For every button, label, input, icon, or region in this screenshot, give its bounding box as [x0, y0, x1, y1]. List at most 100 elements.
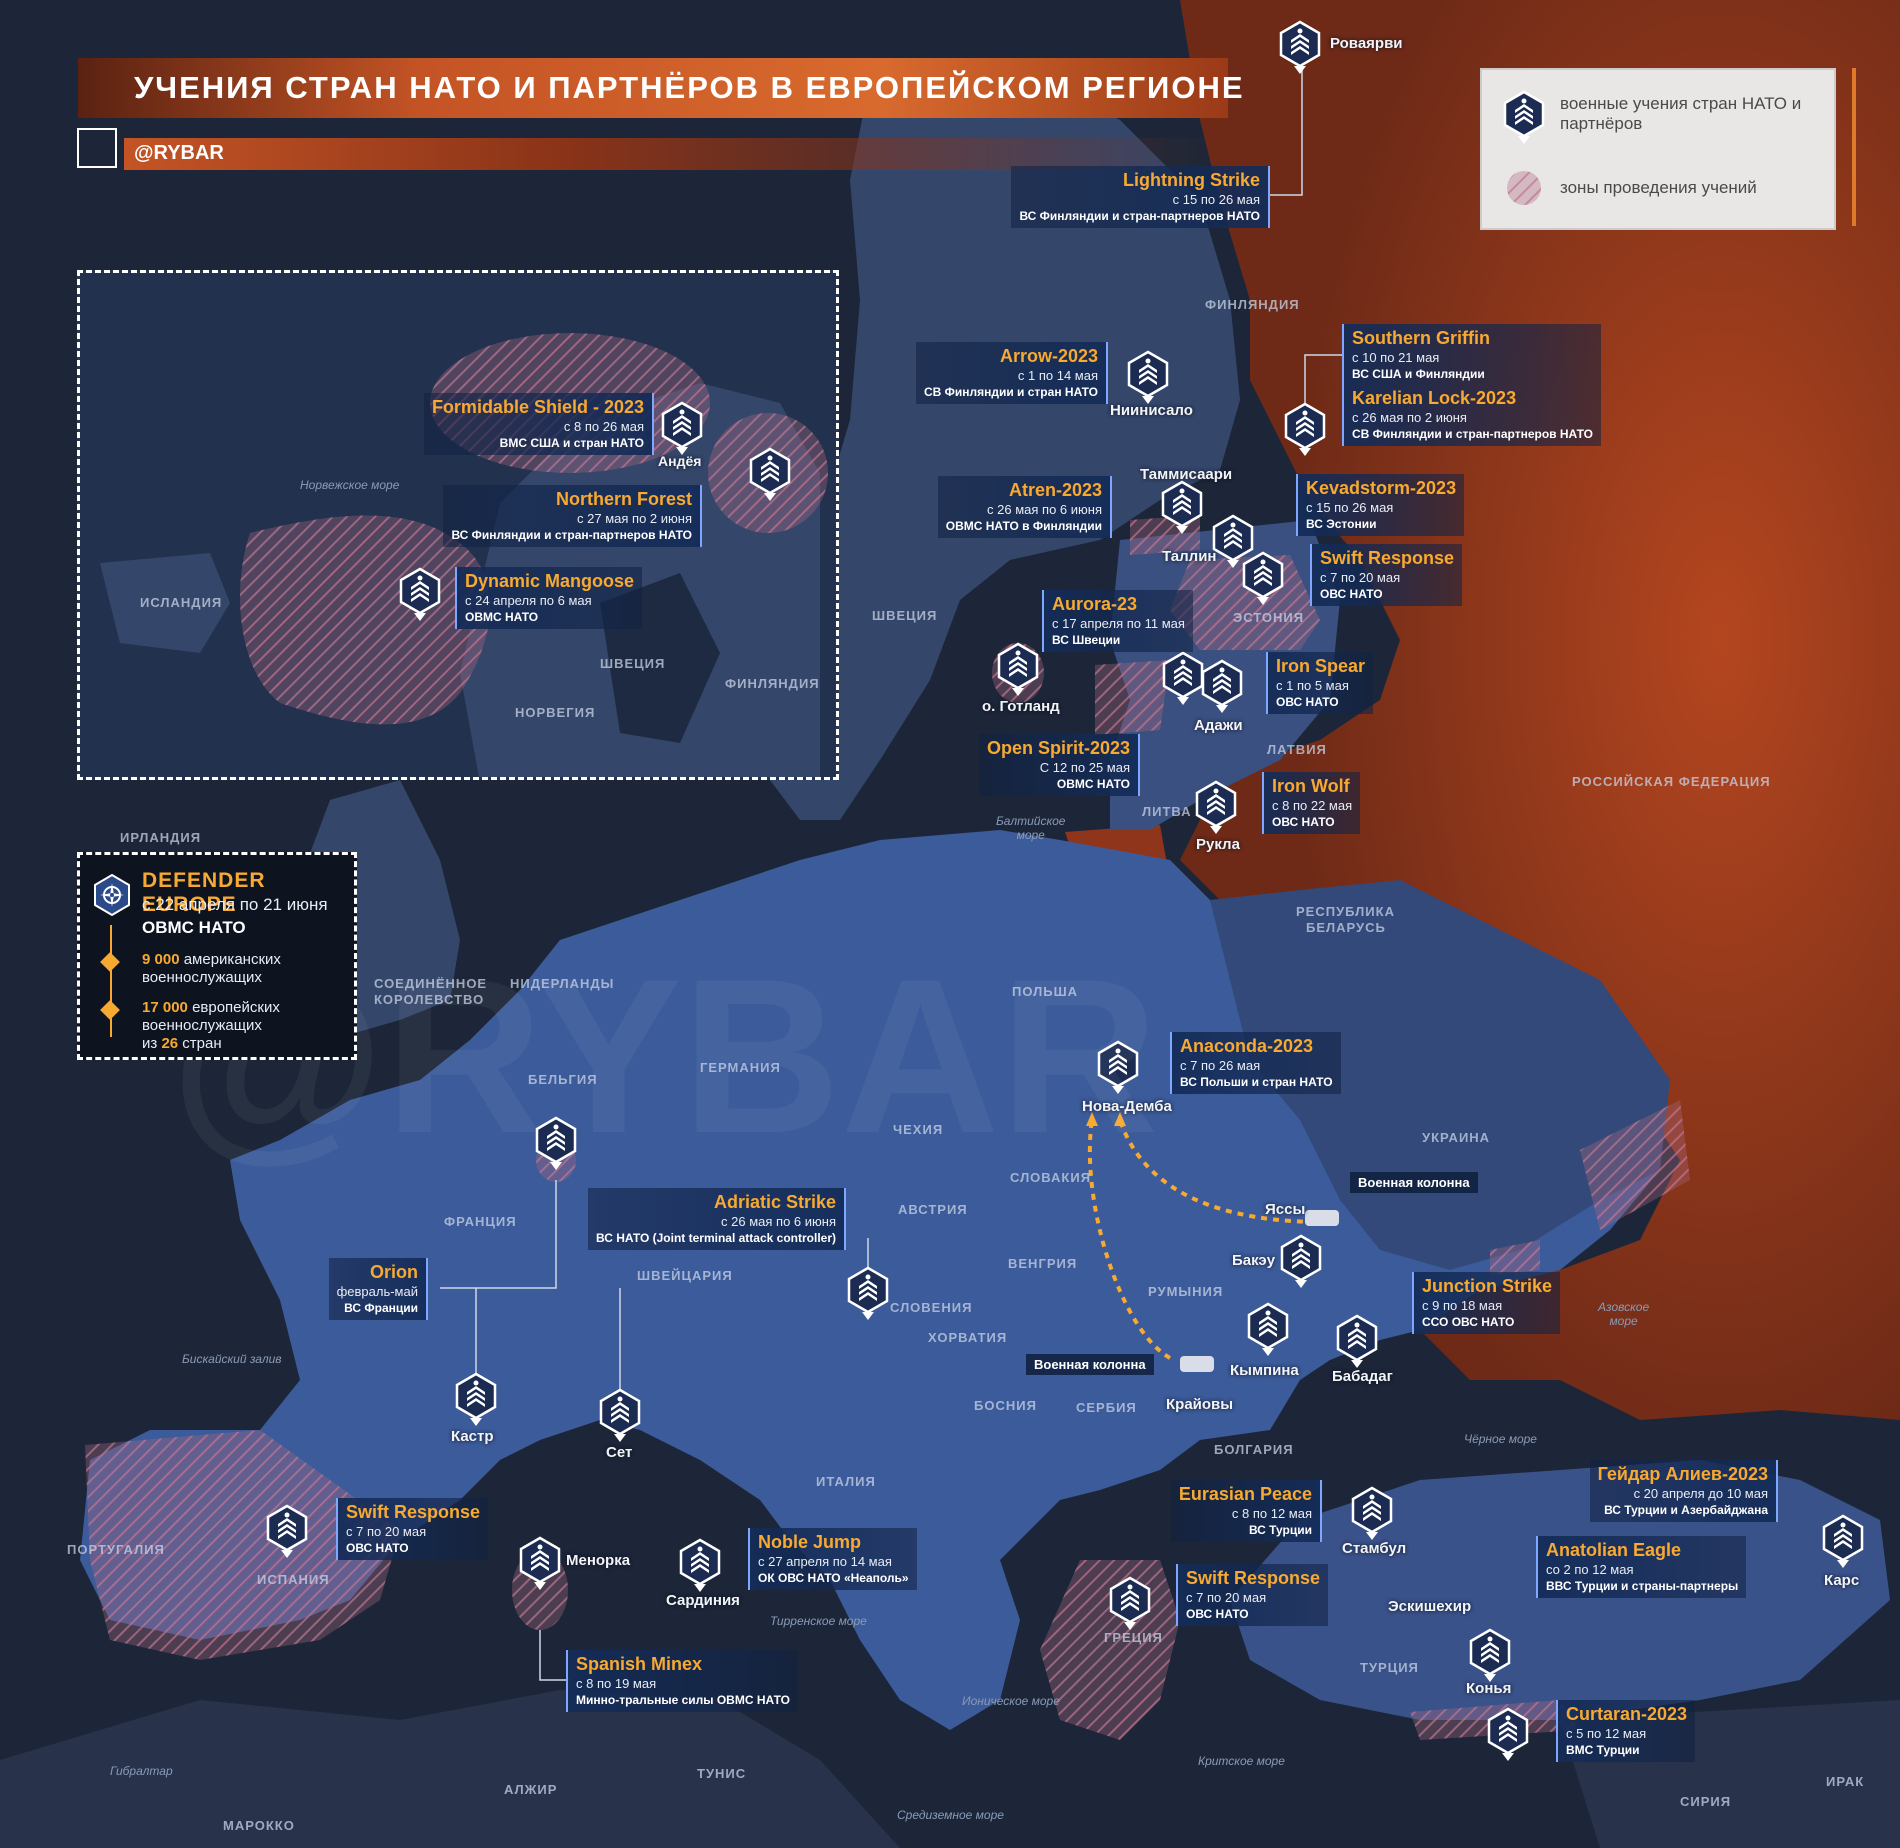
anaconda-org: ВС Польши и стран НАТО: [1180, 1075, 1333, 1089]
city-tallinn: Таллин: [1162, 548, 1217, 565]
arrow-head-south: [1086, 1112, 1098, 1126]
box-open-spirit: Open Spirit-2023 С 12 по 25 мая ОВМС НАТ…: [978, 734, 1140, 796]
swift-gr-org: ОВС НАТО: [1186, 1607, 1249, 1621]
aurora-org: ВС Швеции: [1052, 633, 1121, 647]
city-konya: Конья: [1466, 1680, 1512, 1697]
southern-org: ВС США и Финляндии: [1352, 367, 1485, 381]
anatolian-org: ВВС Турции и страны-партнеры: [1546, 1579, 1739, 1593]
north-africa-land: [0, 1690, 900, 1848]
label-syria: СИРИЯ: [1680, 1794, 1732, 1809]
curtaran-date: с 5 по 12 мая: [1566, 1726, 1647, 1741]
city-istanbul: Стамбул: [1342, 1540, 1407, 1557]
dynamic-mangoose-org: ОВМС НАТО: [465, 610, 539, 624]
stat1-number: 9 000: [142, 951, 180, 968]
inset-sweden: ШВЕЦИЯ: [600, 656, 666, 671]
open-spirit-title: Open Spirit-2023: [986, 738, 1130, 758]
nato-emblem-icon: [94, 873, 130, 917]
orion-org: ВС Франции: [344, 1301, 418, 1315]
label-austria: АВСТРИЯ: [898, 1202, 968, 1217]
legend-exercise-icon: [1503, 90, 1545, 146]
city-campina: Кымпина: [1230, 1362, 1299, 1379]
arrow-date: с 1 по 14 мая: [1017, 368, 1098, 383]
formidable-date: с 8 по 26 мая: [563, 419, 644, 434]
city-bacau: Бакэу: [1232, 1252, 1276, 1269]
city-gotland: о. Готланд: [982, 698, 1060, 715]
leader-orion: [440, 1180, 557, 1289]
city-nova-demba: Нова-Демба: [1082, 1098, 1172, 1115]
city-niinisalo: Ниинисало: [1110, 402, 1193, 419]
page-title: УЧЕНИЯ СТРАН НАТО И ПАРТНЁРОВ В ЕВРОПЕЙС…: [134, 70, 1245, 105]
atren-title: Atren-2023: [1008, 480, 1102, 500]
label-croatia: ХОРВАТИЯ: [928, 1330, 1008, 1345]
kevadstorm-org: ВС Эстонии: [1306, 517, 1377, 531]
heydar-org: ВС Турции и Азербайджана: [1604, 1503, 1768, 1517]
label-romania: РУМЫНИЯ: [1148, 1284, 1224, 1299]
stat1-text-b: военнослужащих: [142, 969, 262, 986]
label-finland: ФИНЛЯНДИЯ: [1205, 297, 1300, 312]
junction-title: Junction Strike: [1422, 1276, 1553, 1296]
label-uk-b: КОРОЛЕВСТВО: [374, 992, 485, 1007]
stat2-post: стран: [182, 1035, 222, 1052]
legend: военные учения стран НАТО и партнёров зо…: [1480, 68, 1836, 230]
defender-title: DEFENDER EUROPE: [142, 869, 266, 916]
defender-org: ОВМС НАТО: [142, 918, 246, 937]
defender-timeline: [110, 925, 112, 1037]
aurora-title: Aurora-23: [1052, 594, 1138, 614]
noble-title: Noble Jump: [758, 1532, 862, 1552]
label-portugal: ПОРТУГАЛИЯ: [67, 1542, 165, 1557]
ukraine-land: [1210, 880, 1670, 1270]
legend-accent-bar: [1852, 68, 1856, 226]
open-spirit-date: С 12 по 25 мая: [1039, 760, 1130, 775]
box-heydar-aliyev: Гейдар Алиев-2023 с 20 апреля до 10 мая …: [1589, 1460, 1778, 1522]
minex-title: Spanish Minex: [576, 1654, 703, 1674]
dynamic-mangoose-title: Dynamic Mangoose: [465, 571, 635, 591]
swift-esp-org: ОВС НАТО: [346, 1541, 409, 1555]
iron-wolf-org: ОВС НАТО: [1272, 815, 1335, 829]
legend-zone-icon: [1507, 171, 1541, 205]
city-set: Сет: [606, 1444, 633, 1461]
city-sardinia: Сардиния: [666, 1592, 740, 1609]
lightning-date: с 15 по 26 мая: [1172, 192, 1260, 207]
northern-forest-org: ВС Финляндии и стран-партнеров НАТО: [451, 528, 692, 542]
arrow-head-north: [1114, 1112, 1126, 1126]
stat2-text-a: европейских: [192, 999, 280, 1016]
sea-baltic-a: Балтийское: [996, 814, 1066, 828]
brand-handle: @RYBAR: [134, 142, 224, 164]
dynamic-mangoose-box: Dynamic Mangoose с 24 апреля по 6 мая ОВ…: [455, 567, 643, 629]
box-swift-response-esp: Swift Response с 7 по 20 мая ОВС НАТО: [336, 1498, 489, 1560]
tank-iasi-icon: [1305, 1210, 1339, 1226]
box-aurora: Aurora-23 с 17 апреля по 11 мая ВС Швеци…: [1042, 590, 1193, 652]
zone-open-spirit: [1095, 660, 1170, 735]
noble-date: с 27 апреля по 14 мая: [758, 1554, 892, 1569]
stat2-dot: [100, 1000, 120, 1020]
noble-org: ОК ОВС НАТО «Неаполь»: [758, 1571, 909, 1585]
box-arrow: Arrow-2023 с 1 по 14 мая СВ Финляндии и …: [915, 342, 1108, 404]
northern-forest-title: Northern Forest: [555, 489, 692, 509]
open-spirit-org: ОВМС НАТО: [1056, 777, 1130, 791]
label-spain: ИСПАНИЯ: [257, 1572, 330, 1587]
junction-date: с 9 по 18 мая: [1422, 1298, 1503, 1313]
label-poland: ПОЛЬША: [1012, 984, 1079, 999]
box-noble-jump: Noble Jump с 27 апреля по 14 мая ОК ОВС …: [748, 1528, 917, 1590]
atren-org: ОВМС НАТО в Финляндии: [945, 519, 1102, 533]
stat2-pre: из: [142, 1035, 158, 1052]
adriatic-org: ВС НАТО (Joint terminal attack controlle…: [595, 1231, 836, 1245]
zone-ukraine-east: [1580, 1100, 1690, 1230]
box-lightning-strike: Lightning Strike с 15 по 26 мая ВС Финля…: [1011, 166, 1270, 228]
label-belarus-b: БЕЛАРУСЬ: [1306, 920, 1386, 935]
legend-exercise-label: военные учения стран НАТО и партнёров: [1560, 94, 1802, 133]
dynamic-mangoose-date: с 24 апреля по 6 мая: [465, 593, 592, 608]
lightning-title: Lightning Strike: [1123, 170, 1260, 190]
atren-date: с 26 мая по 6 июня: [987, 502, 1102, 517]
column-route-south: [1087, 1119, 1171, 1360]
label-belgium: БЕЛЬГИЯ: [528, 1072, 598, 1087]
northern-forest-date: с 27 мая по 2 июня: [577, 511, 692, 526]
swift-est-title: Swift Response: [1320, 548, 1455, 568]
box-atren: Atren-2023 с 26 мая по 6 июня ОВМС НАТО …: [937, 476, 1112, 538]
anaconda-date: с 7 по 26 мая: [1180, 1058, 1261, 1073]
city-kars: Карс: [1824, 1572, 1860, 1589]
city-eskisehir: Эскишехир: [1388, 1598, 1472, 1615]
stat1-text-a: американских: [183, 951, 281, 968]
eurasian-title: Eurasian Peace: [1178, 1484, 1312, 1504]
city-rovaarvi: Роваярви: [1330, 35, 1403, 52]
